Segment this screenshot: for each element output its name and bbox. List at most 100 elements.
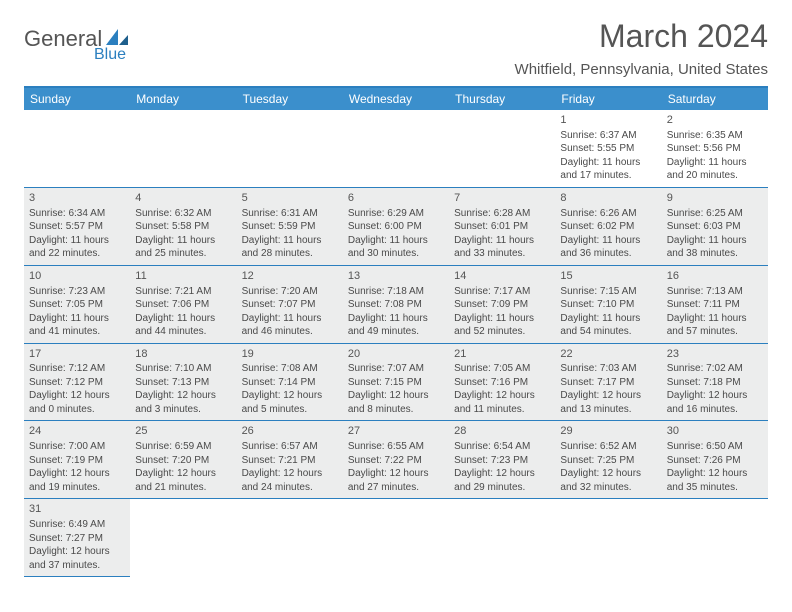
cell-sunrise: Sunrise: 7:00 AM [29,440,125,454]
cell-sunrise: Sunrise: 6:50 AM [667,440,763,454]
logo-block: General Blue [24,18,130,64]
cell-sunset: Sunset: 7:23 PM [454,454,550,468]
calendar-cell: 3Sunrise: 6:34 AMSunset: 5:57 PMDaylight… [24,188,130,266]
cell-daylight: Daylight: 12 hours and 32 minutes. [560,467,656,494]
calendar-cell [237,110,343,188]
cell-daylight: Daylight: 12 hours and 21 minutes. [135,467,231,494]
calendar-cell: 22Sunrise: 7:03 AMSunset: 7:17 PMDayligh… [555,344,661,422]
cell-sunset: Sunset: 5:58 PM [135,220,231,234]
calendar-cell: 11Sunrise: 7:21 AMSunset: 7:06 PMDayligh… [130,266,236,344]
cell-sunset: Sunset: 7:07 PM [242,298,338,312]
cell-sunrise: Sunrise: 6:31 AM [242,207,338,221]
cell-daylight: Daylight: 11 hours and 54 minutes. [560,312,656,339]
calendar-cell [449,110,555,188]
cell-sunset: Sunset: 7:27 PM [29,532,125,546]
cell-date: 28 [454,424,550,439]
cell-sunset: Sunset: 6:02 PM [560,220,656,234]
cell-sunset: Sunset: 7:18 PM [667,376,763,390]
calendar-cell: 2Sunrise: 6:35 AMSunset: 5:56 PMDaylight… [662,110,768,188]
cell-date: 2 [667,113,763,128]
day-header: Monday [130,88,236,110]
cell-sunset: Sunset: 6:03 PM [667,220,763,234]
cell-daylight: Daylight: 12 hours and 3 minutes. [135,389,231,416]
calendar-cell: 25Sunrise: 6:59 AMSunset: 7:20 PMDayligh… [130,421,236,499]
cell-sunrise: Sunrise: 6:49 AM [29,518,125,532]
cell-daylight: Daylight: 11 hours and 49 minutes. [348,312,444,339]
cell-daylight: Daylight: 12 hours and 0 minutes. [29,389,125,416]
cell-daylight: Daylight: 12 hours and 19 minutes. [29,467,125,494]
cell-sunrise: Sunrise: 6:59 AM [135,440,231,454]
cell-date: 4 [135,191,231,206]
cell-date: 23 [667,347,763,362]
calendar-cell [24,110,130,188]
cell-sunrise: Sunrise: 6:52 AM [560,440,656,454]
cell-date: 31 [29,502,125,517]
cell-date: 10 [29,269,125,284]
cell-sunrise: Sunrise: 6:35 AM [667,129,763,143]
calendar-cell: 21Sunrise: 7:05 AMSunset: 7:16 PMDayligh… [449,344,555,422]
day-header: Sunday [24,88,130,110]
cell-sunset: Sunset: 7:25 PM [560,454,656,468]
cell-sunset: Sunset: 5:56 PM [667,142,763,156]
cell-date: 22 [560,347,656,362]
cell-sunset: Sunset: 6:00 PM [348,220,444,234]
cell-sunrise: Sunrise: 7:20 AM [242,285,338,299]
cell-daylight: Daylight: 11 hours and 30 minutes. [348,234,444,261]
cell-sunrise: Sunrise: 7:05 AM [454,362,550,376]
calendar-cell: 29Sunrise: 6:52 AMSunset: 7:25 PMDayligh… [555,421,661,499]
calendar-cell: 26Sunrise: 6:57 AMSunset: 7:21 PMDayligh… [237,421,343,499]
cell-daylight: Daylight: 11 hours and 57 minutes. [667,312,763,339]
cell-date: 1 [560,113,656,128]
cell-daylight: Daylight: 11 hours and 52 minutes. [454,312,550,339]
cell-sunset: Sunset: 7:12 PM [29,376,125,390]
cell-date: 29 [560,424,656,439]
cell-sunrise: Sunrise: 6:57 AM [242,440,338,454]
calendar-cell: 30Sunrise: 6:50 AMSunset: 7:26 PMDayligh… [662,421,768,499]
calendar-cell: 1Sunrise: 6:37 AMSunset: 5:55 PMDaylight… [555,110,661,188]
cell-date: 17 [29,347,125,362]
cell-date: 12 [242,269,338,284]
cell-daylight: Daylight: 12 hours and 35 minutes. [667,467,763,494]
cell-daylight: Daylight: 12 hours and 8 minutes. [348,389,444,416]
cell-sunset: Sunset: 7:16 PM [454,376,550,390]
cell-date: 14 [454,269,550,284]
cell-date: 24 [29,424,125,439]
cell-sunrise: Sunrise: 7:23 AM [29,285,125,299]
logo-text: General [24,26,102,52]
cell-date: 20 [348,347,444,362]
cell-date: 16 [667,269,763,284]
cell-sunrise: Sunrise: 7:08 AM [242,362,338,376]
cell-date: 13 [348,269,444,284]
calendar-cell: 20Sunrise: 7:07 AMSunset: 7:15 PMDayligh… [343,344,449,422]
cell-sunrise: Sunrise: 7:03 AM [560,362,656,376]
cell-date: 19 [242,347,338,362]
calendar-cell: 17Sunrise: 7:12 AMSunset: 7:12 PMDayligh… [24,344,130,422]
cell-date: 8 [560,191,656,206]
calendar-cell: 18Sunrise: 7:10 AMSunset: 7:13 PMDayligh… [130,344,236,422]
cell-date: 25 [135,424,231,439]
cell-daylight: Daylight: 12 hours and 5 minutes. [242,389,338,416]
cell-sunrise: Sunrise: 7:12 AM [29,362,125,376]
cell-sunrise: Sunrise: 7:21 AM [135,285,231,299]
cell-daylight: Daylight: 11 hours and 28 minutes. [242,234,338,261]
cell-date: 3 [29,191,125,206]
day-header: Thursday [449,88,555,110]
cell-sunset: Sunset: 7:19 PM [29,454,125,468]
cell-sunrise: Sunrise: 7:13 AM [667,285,763,299]
calendar-cell [343,110,449,188]
cell-daylight: Daylight: 11 hours and 22 minutes. [29,234,125,261]
cell-sunset: Sunset: 7:10 PM [560,298,656,312]
cell-daylight: Daylight: 11 hours and 17 minutes. [560,156,656,183]
calendar-cell: 9Sunrise: 6:25 AMSunset: 6:03 PMDaylight… [662,188,768,266]
cell-date: 21 [454,347,550,362]
cell-sunrise: Sunrise: 6:28 AM [454,207,550,221]
cell-sunrise: Sunrise: 6:25 AM [667,207,763,221]
cell-sunset: Sunset: 5:55 PM [560,142,656,156]
cell-sunrise: Sunrise: 6:26 AM [560,207,656,221]
cell-date: 11 [135,269,231,284]
calendar-cell: 27Sunrise: 6:55 AMSunset: 7:22 PMDayligh… [343,421,449,499]
day-header: Saturday [662,88,768,110]
cell-date: 9 [667,191,763,206]
calendar-cell: 12Sunrise: 7:20 AMSunset: 7:07 PMDayligh… [237,266,343,344]
cell-daylight: Daylight: 12 hours and 24 minutes. [242,467,338,494]
